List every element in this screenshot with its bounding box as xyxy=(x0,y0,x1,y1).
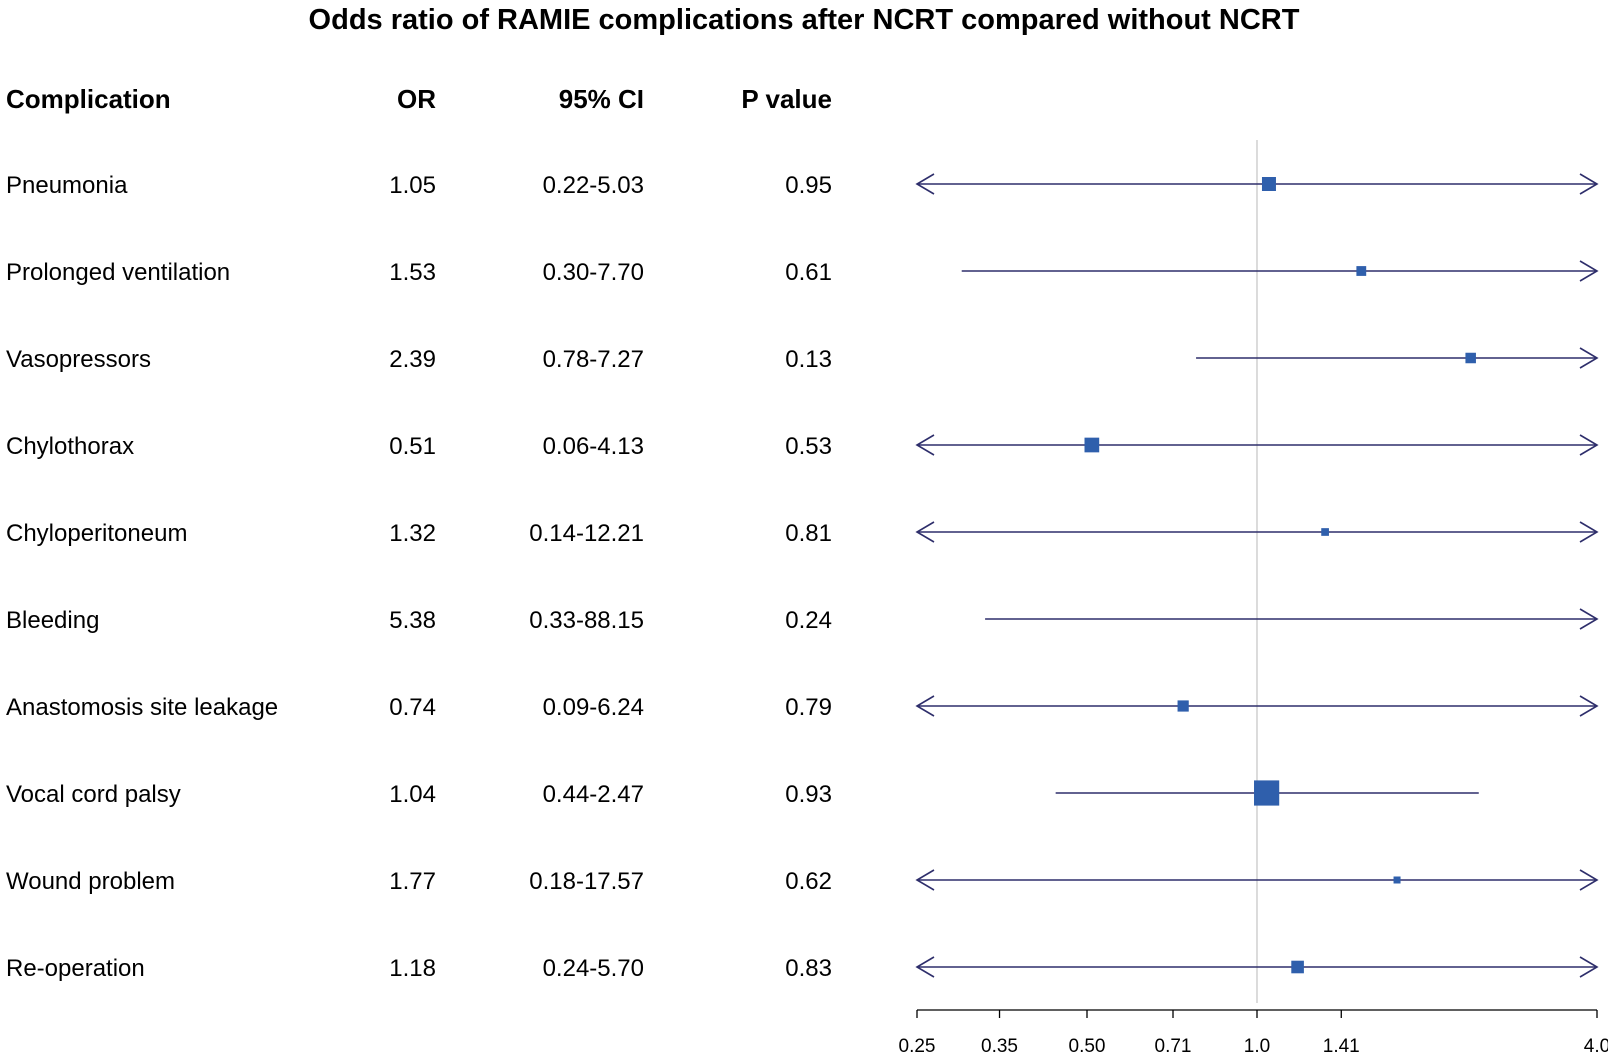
row-ci: 0.24-5.70 xyxy=(542,955,644,982)
header-or: OR xyxy=(397,84,436,114)
row-ci: 0.14-12.21 xyxy=(529,520,644,547)
ci-arrow-right xyxy=(1579,869,1599,891)
point-estimate-box xyxy=(1261,177,1276,191)
row-complication: Re-operation xyxy=(6,955,145,982)
row-complication: Vocal cord palsy xyxy=(6,781,181,808)
row-or: 0.51 xyxy=(389,433,436,460)
ci-arrow-left xyxy=(915,434,935,456)
row-p-value: 0.53 xyxy=(785,433,832,460)
row-p-value: 0.79 xyxy=(785,694,832,721)
x-tick-label: 4.0 xyxy=(1584,1036,1608,1056)
point-estimate-box xyxy=(1291,960,1304,974)
row-complication: Chylothorax xyxy=(6,433,135,460)
row-complication: Pneumonia xyxy=(6,172,128,199)
row-ci: 0.09-6.24 xyxy=(542,694,644,721)
ci-arrow-right xyxy=(1579,347,1599,369)
point-estimate-box xyxy=(1356,266,1367,276)
row-p-value: 0.62 xyxy=(785,868,832,895)
row-ci: 0.18-17.57 xyxy=(529,868,644,895)
point-estimate-box xyxy=(1254,780,1280,806)
row-or: 1.53 xyxy=(389,259,436,286)
point-estimate-box xyxy=(1177,700,1189,712)
header-p-value: P value xyxy=(741,84,832,114)
x-tick-label: 0.71 xyxy=(1155,1036,1192,1056)
row-or: 1.32 xyxy=(389,520,436,547)
row-ci: 0.06-4.13 xyxy=(542,433,644,460)
ci-arrow-left xyxy=(915,521,935,543)
chart-title: Odds ratio of RAMIE complications after … xyxy=(308,4,1300,36)
header-complication: Complication xyxy=(6,84,171,114)
row-p-value: 0.13 xyxy=(785,346,832,373)
row-complication: Prolonged ventilation xyxy=(6,259,231,286)
row-p-value: 0.83 xyxy=(785,955,832,982)
row-ci: 0.22-5.03 xyxy=(542,172,644,199)
ci-arrow-right xyxy=(1579,434,1599,456)
point-estimate-box xyxy=(1084,437,1100,453)
ci-arrow-right xyxy=(1579,956,1599,978)
header-ci: 95% CI xyxy=(558,84,644,114)
row-p-value: 0.24 xyxy=(785,607,832,634)
row-ci: 0.33-88.15 xyxy=(529,607,644,634)
ci-arrow-right xyxy=(1579,173,1599,195)
row-ci: 0.44-2.47 xyxy=(542,781,644,808)
ci-arrow-right xyxy=(1579,521,1599,543)
row-ci: 0.30-7.70 xyxy=(542,259,644,286)
row-complication: Wound problem xyxy=(6,868,175,895)
ci-arrow-left xyxy=(915,869,935,891)
ci-arrow-left xyxy=(915,695,935,717)
row-ci: 0.78-7.27 xyxy=(542,346,644,373)
ci-arrow-left xyxy=(915,173,935,195)
row-or: 1.04 xyxy=(389,781,436,808)
row-p-value: 0.95 xyxy=(785,172,832,199)
row-complication: Vasopressors xyxy=(6,346,151,373)
point-estimate-box xyxy=(1465,352,1476,364)
row-complication: Chyloperitoneum xyxy=(6,520,188,547)
ci-arrow-left xyxy=(915,956,935,978)
row-or: 1.77 xyxy=(389,868,436,895)
x-tick-label: 1.0 xyxy=(1244,1036,1270,1056)
row-p-value: 0.61 xyxy=(785,259,832,286)
row-or: 1.18 xyxy=(389,955,436,982)
row-p-value: 0.93 xyxy=(785,781,832,808)
point-estimate-box xyxy=(1321,528,1329,536)
ci-arrow-right xyxy=(1579,260,1599,282)
row-complication: Bleeding xyxy=(6,607,100,634)
x-tick-label: 0.50 xyxy=(1069,1036,1106,1056)
x-tick-label: 0.35 xyxy=(981,1036,1018,1056)
row-or: 2.39 xyxy=(389,346,436,373)
point-estimate-box xyxy=(1393,876,1401,884)
x-tick-label: 1.41 xyxy=(1323,1036,1360,1056)
row-complication: Anastomosis site leakage xyxy=(6,694,279,721)
row-or: 5.38 xyxy=(389,607,436,634)
row-or: 0.74 xyxy=(389,694,436,721)
x-tick-label: 0.25 xyxy=(899,1036,936,1056)
ci-arrow-right xyxy=(1579,695,1599,717)
row-or: 1.05 xyxy=(389,172,436,199)
row-p-value: 0.81 xyxy=(785,520,832,547)
ci-arrow-right xyxy=(1579,608,1599,630)
